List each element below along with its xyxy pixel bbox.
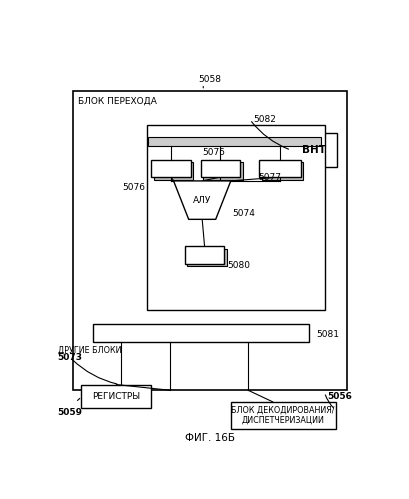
Text: 5080: 5080: [227, 261, 250, 270]
Text: 5056: 5056: [327, 392, 352, 401]
Text: 5058: 5058: [198, 75, 221, 84]
Text: ДРУГИЕ БЛОКИ: ДРУГИЕ БЛОКИ: [57, 345, 121, 354]
Text: 5076: 5076: [122, 183, 145, 192]
Bar: [261, 163, 302, 180]
Text: 5059: 5059: [57, 408, 82, 417]
Text: 5074: 5074: [232, 209, 255, 218]
Text: РЕГИСТРЫ: РЕГИСТРЫ: [92, 392, 140, 401]
Bar: [151, 160, 191, 177]
Bar: [92, 324, 308, 342]
Bar: [200, 160, 240, 177]
Bar: [81, 385, 151, 408]
Text: 5081: 5081: [316, 330, 339, 339]
Bar: [259, 160, 300, 177]
Text: ВНТ: ВНТ: [301, 145, 326, 155]
Bar: [230, 402, 335, 429]
Text: БЛОК ПЕРЕХОДА: БЛОК ПЕРЕХОДА: [78, 96, 157, 105]
Polygon shape: [173, 181, 230, 220]
Text: ФИГ. 16Б: ФИГ. 16Б: [185, 433, 234, 443]
Text: 5073: 5073: [57, 353, 82, 362]
Bar: [153, 163, 193, 180]
Bar: [184, 246, 224, 263]
Bar: [73, 91, 346, 390]
Bar: [187, 249, 226, 266]
Text: 5077: 5077: [257, 173, 280, 182]
Bar: [290, 133, 336, 168]
Bar: [148, 137, 321, 146]
Bar: [146, 125, 324, 309]
Bar: [202, 163, 242, 180]
Text: АЛУ: АЛУ: [193, 196, 211, 205]
Text: 5082: 5082: [252, 115, 275, 124]
Text: 5075: 5075: [202, 148, 225, 157]
Text: БЛОК ДЕКОДИРОВАНИЯ/
ДИСПЕТЧЕРИЗАЦИИ: БЛОК ДЕКОДИРОВАНИЯ/ ДИСПЕТЧЕРИЗАЦИИ: [231, 406, 334, 425]
